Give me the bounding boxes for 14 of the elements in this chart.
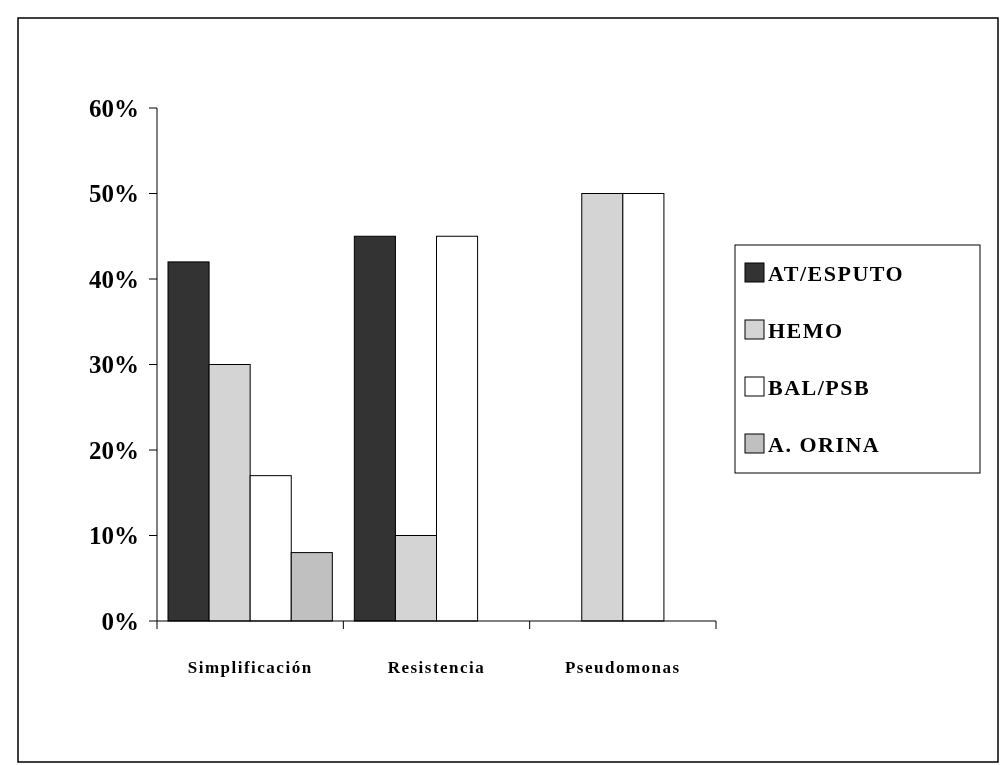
legend-label: HEMO — [768, 317, 844, 343]
x-tick-label: Pseudomonas — [564, 658, 681, 677]
y-tick-label: 10% — [89, 522, 139, 550]
y-tick-label: 60% — [89, 94, 139, 122]
x-tick-label: Resistencia — [387, 658, 486, 677]
y-tick-label: 0% — [101, 607, 139, 635]
legend-label: A. ORINA — [768, 431, 881, 457]
y-tick-label: 20% — [89, 436, 139, 464]
x-tick-label: Simplificación — [187, 658, 313, 677]
y-tick-label: 40% — [89, 265, 139, 293]
y-tick-label: 30% — [89, 351, 139, 379]
y-tick-label: 50% — [89, 180, 139, 208]
legend-label: AT/ESPUTO — [768, 260, 905, 286]
legend-label: BAL/PSB — [768, 374, 871, 400]
